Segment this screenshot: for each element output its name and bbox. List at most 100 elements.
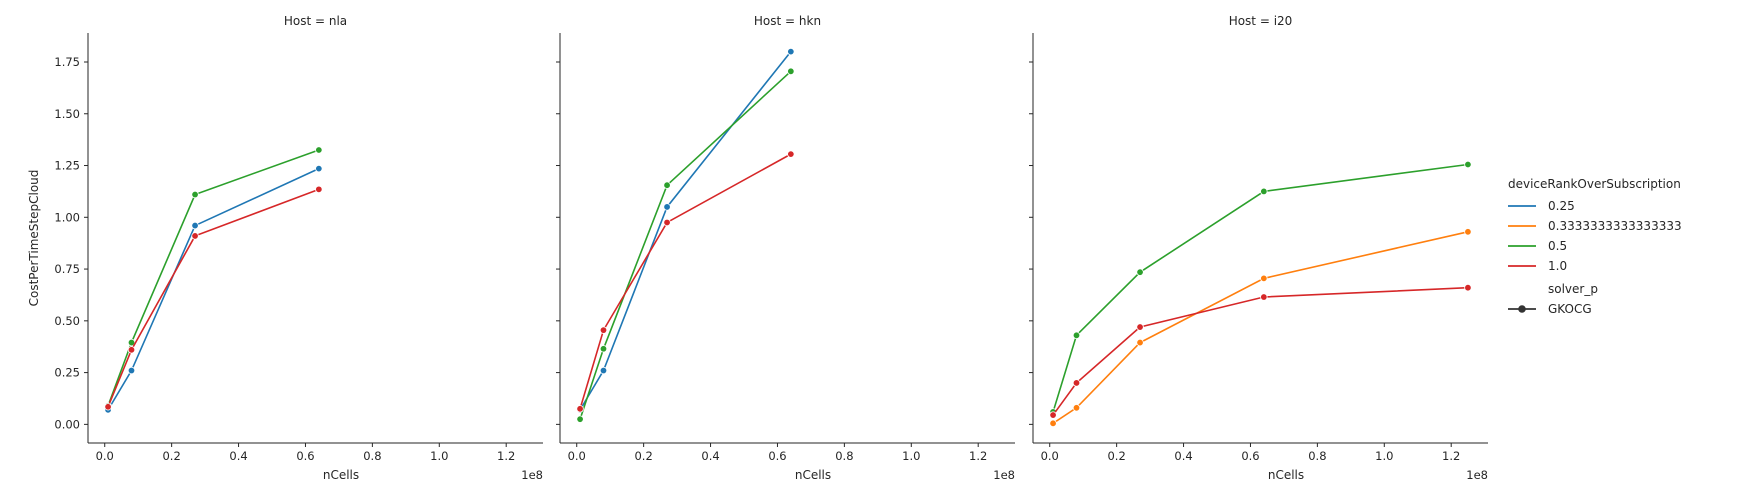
legend-marker [1518,305,1526,313]
x-offset-label: 1e8 [1466,468,1488,482]
data-point [1049,411,1057,419]
data-point [315,164,323,173]
x-tick-label: 1.2 [1442,449,1460,463]
data-point [104,403,112,411]
series-line [107,188,320,408]
legend-label: GKOCG [1548,302,1592,316]
series-line [579,51,792,411]
y-tick-label: 1.25 [54,159,80,173]
x-tick-label: 0.2 [1107,449,1125,463]
x-tick-label: 0.2 [162,449,180,463]
series-1.0 [576,150,795,413]
x-axis-label: nCells [323,468,359,482]
x-tick-label: 1.2 [497,449,515,463]
y-tick-label: 0.50 [54,314,80,328]
data-point [787,47,795,56]
panel-2: Host = hkn 0.0 0.2 0.4 0.6 0.8 1.0 1.2 nCells 1e8 [556,14,1015,482]
data-point [127,346,136,354]
series-0.3333333333333333 [1049,228,1472,428]
x-tick-label: 1.0 [1375,449,1393,463]
data-point [191,232,199,240]
data-point [787,150,795,158]
x-tick-label: 0.0 [568,449,586,463]
data-point [1464,283,1472,292]
data-point [1464,228,1472,236]
data-point [576,405,584,413]
x-tick-label: 0.0 [1041,449,1059,463]
legend-label: 0.25 [1548,199,1575,213]
data-point [1260,187,1268,196]
data-point [1072,331,1081,340]
data-point [1136,268,1144,276]
series-line [1052,231,1469,424]
legend-label: 1.0 [1548,259,1567,273]
x-tick-label: 0.4 [701,449,719,463]
x-tick-label: 0.8 [835,449,853,463]
x-axis-label: nCells [795,468,831,482]
series-line [1052,163,1469,413]
data-point [1136,323,1144,331]
series-0.5 [1049,160,1472,416]
series-0.25 [104,164,323,414]
data-point [1260,293,1268,301]
x-offset-label: 1e8 [521,468,543,482]
data-point [599,345,608,353]
data-point [663,218,671,227]
y-axis-label: CostPerTimeStepCloud [27,170,41,307]
data-point [1464,160,1472,169]
y-tick-label: 0.00 [54,417,80,431]
data-point [315,146,323,154]
y-tick-label: 1.00 [54,210,80,224]
legend: deviceRankOverSubscription 0.25 0.33333333… [1508,177,1682,316]
data-point [663,181,671,189]
panel-title: Host = i20 [1229,14,1293,28]
data-point [599,366,608,375]
data-point [1072,404,1081,412]
x-tick-label: 0.4 [229,449,247,463]
data-point [576,415,584,423]
data-point [127,366,136,375]
x-tick-label: 0.8 [363,449,381,463]
data-point [1136,338,1144,347]
series-1.0 [1049,283,1472,419]
data-point [663,203,671,211]
y-tick-label: 0.25 [54,366,80,380]
data-point [787,67,795,76]
panel-1: Host = nla 0.0 0.2 0.4 0.6 0.8 1.0 1.2 nCells 1e8… [27,14,543,482]
data-point [315,185,323,194]
x-tick-label: 0.8 [1308,449,1326,463]
x-tick-label: 1.0 [430,449,448,463]
series-line [107,167,320,411]
x-axis-label: nCells [1268,468,1304,482]
series-1.0 [104,185,323,411]
data-point [191,190,199,199]
series-line [1052,286,1468,416]
x-tick-label: 0.6 [768,449,786,463]
legend-style-title: solver_p [1548,282,1598,296]
series-0.5 [104,146,323,410]
series-line [107,149,320,407]
legend-label: 0.5 [1548,239,1567,253]
panel-title: Host = nla [284,14,347,28]
legend-label: 0.3333333333333333 [1548,219,1682,233]
series-line [579,153,792,410]
data-point [1049,419,1057,428]
x-offset-label: 1e8 [993,468,1015,482]
x-tick-label: 0.6 [296,449,314,463]
x-tick-label: 0.2 [634,449,652,463]
y-tick-label: 0.75 [54,262,80,276]
series-0.5 [576,67,795,423]
data-point [191,221,199,230]
data-point [599,326,608,334]
series-line [579,70,792,420]
x-tick-label: 1.0 [902,449,920,463]
x-tick-label: 0.6 [1241,449,1259,463]
x-tick-label: 1.2 [969,449,987,463]
panel-title: Host = hkn [754,14,821,28]
series-0.25 [576,47,795,414]
data-point [1072,379,1081,387]
x-tick-label: 0.0 [96,449,114,463]
panel-3: Host = i20 0.0 0.2 0.4 0.6 0.8 1.0 1.2 nCells 1e8 [1029,14,1488,482]
y-tick-label: 1.75 [54,55,80,69]
